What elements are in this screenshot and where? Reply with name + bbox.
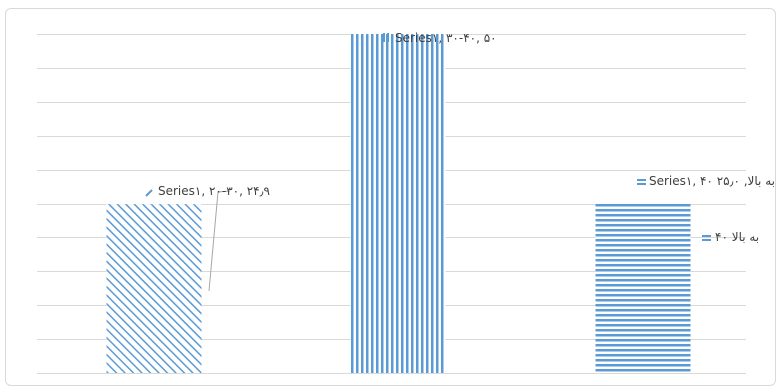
data-label: Series۱, ۳۰-۴۰, ۵۰ (395, 31, 497, 45)
bars (106, 34, 691, 374)
data-label: Series۱, ۴۰ به بالا, ۲۵٫۰ (649, 174, 775, 188)
leader-line (208, 190, 231, 292)
bar-30-40[interactable] (350, 34, 446, 373)
legend-key-icon (702, 235, 711, 241)
data-label-key-icon (637, 179, 646, 185)
legend-entry: ۴۰ به بالا (715, 230, 759, 244)
data-labels: Series۱, ۲۰-۳۰, ۲۴٫۹ Series۱, ۳۰-۴۰, ۵۰ Se… (145, 31, 775, 244)
chart-svg: Series۱, ۲۰-۳۰, ۲۴٫۹ Series۱, ۳۰-۴۰, ۵۰ Se… (37, 31, 775, 374)
leader-lines (208, 190, 231, 292)
bar-40-plus[interactable] (595, 203, 691, 374)
chart-frame: Series۱, ۲۰-۳۰, ۲۴٫۹ Series۱, ۳۰-۴۰, ۵۰ Se… (5, 8, 776, 386)
data-label-key-icon (383, 33, 389, 42)
data-label-key-icon (145, 189, 153, 197)
bar-20-30[interactable] (106, 204, 202, 373)
data-label: Series۱, ۲۰-۳۰, ۲۴٫۹ (158, 184, 270, 198)
